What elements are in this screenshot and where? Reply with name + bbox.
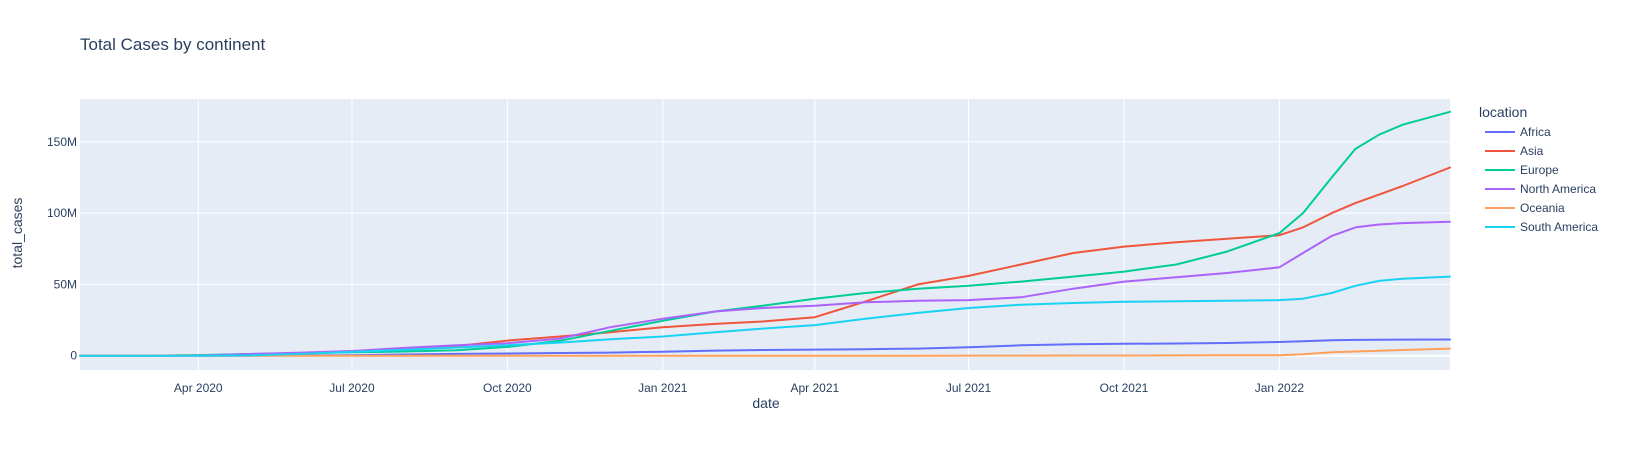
y-tick-label: 50M	[54, 277, 77, 291]
plot-area	[80, 99, 1450, 370]
series-line-south-america	[79, 275, 1451, 357]
legend-item-asia[interactable]: Asia	[1485, 144, 1544, 158]
legend-item-north-america[interactable]: North America	[1485, 182, 1596, 196]
legend-label: Asia	[1520, 144, 1544, 158]
series-lines	[79, 110, 1451, 357]
x-tick-label: Oct 2020	[483, 381, 532, 395]
legend-item-south-america[interactable]: South America	[1485, 220, 1598, 234]
legend-label: Europe	[1520, 163, 1559, 177]
legend-label: North America	[1520, 182, 1596, 196]
x-tick-label: Apr 2021	[790, 381, 839, 395]
x-axis-label: date	[752, 395, 779, 411]
y-tick-label: 0	[70, 349, 77, 363]
y-axis-label: total_cases	[9, 198, 25, 269]
x-axis-ticks: Apr 2020 Jul 2020 Oct 2020 Jan 2021 Apr 2021…	[174, 381, 1304, 395]
legend-label: Oceania	[1520, 201, 1565, 215]
legend-item-oceania[interactable]: Oceania	[1485, 201, 1565, 215]
y-tick-label: 100M	[47, 206, 77, 220]
legend: location Africa Asia Europe North America Oc…	[1479, 104, 1598, 234]
legend-label: Africa	[1520, 125, 1551, 139]
series-line-oceania	[79, 347, 1451, 357]
x-tick-label: Jan 2022	[1255, 381, 1305, 395]
y-axis-ticks: 0 50M 100M 150M	[47, 135, 77, 363]
chart-title: Total Cases by continent	[80, 35, 265, 54]
legend-item-africa[interactable]: Africa	[1485, 125, 1551, 139]
x-tick-label: Jan 2021	[638, 381, 688, 395]
legend-label: South America	[1520, 220, 1598, 234]
x-tick-label: Jul 2021	[946, 381, 992, 395]
x-tick-label: Oct 2021	[1100, 381, 1149, 395]
legend-title: location	[1479, 104, 1527, 120]
x-tick-label: Apr 2020	[174, 381, 223, 395]
x-tick-label: Jul 2020	[329, 381, 375, 395]
y-tick-label: 150M	[47, 135, 77, 149]
legend-item-europe[interactable]: Europe	[1485, 163, 1559, 177]
